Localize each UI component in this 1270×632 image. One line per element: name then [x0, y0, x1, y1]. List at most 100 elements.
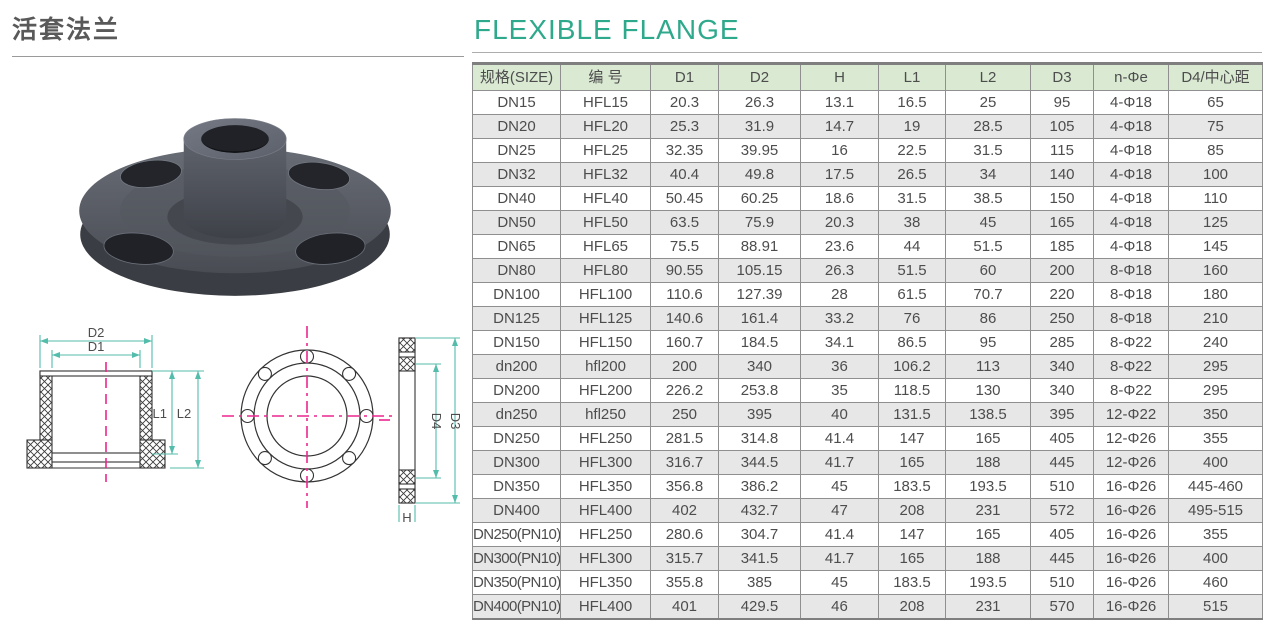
- value-cell: HFL350: [560, 570, 651, 595]
- table-header: 规格(SIZE) 编 号 D1 D2 H L1 L2 D3 n-Φe D4/中心距: [472, 63, 1263, 91]
- table-row: DN250 HFL250 281.5 314.8 41.4 147 165 405 12-Φ26…: [472, 426, 1263, 451]
- value-cell: HFL350: [560, 474, 651, 499]
- value-cell: 17.5: [800, 162, 879, 187]
- size-cell: DN50: [472, 210, 561, 235]
- value-cell: 340: [1030, 354, 1094, 379]
- value-cell: 405: [1030, 522, 1094, 547]
- value-cell: 4-Φ18: [1093, 162, 1169, 187]
- value-cell: 51.5: [945, 234, 1031, 259]
- size-cell: DN350: [472, 474, 561, 499]
- dim-label-d1: D1: [88, 339, 105, 354]
- value-cell: 41.7: [800, 546, 879, 571]
- value-cell: 16-Φ26: [1093, 498, 1169, 523]
- value-cell: HFL25: [560, 138, 651, 163]
- column-header: 编 号: [560, 63, 651, 91]
- value-cell: 165: [945, 522, 1031, 547]
- value-cell: 161.4: [718, 306, 801, 331]
- table-row: DN350 HFL350 356.8 386.2 45 183.5 193.5 510 16-Φ…: [472, 474, 1263, 499]
- table-row: DN200 HFL200 226.2 253.8 35 118.5 130 340 8-Φ22 2…: [472, 378, 1263, 403]
- value-cell: 253.8: [718, 378, 801, 403]
- value-cell: 28.5: [945, 114, 1031, 139]
- value-cell: 180: [1168, 282, 1263, 307]
- value-cell: HFL200: [560, 378, 651, 403]
- value-cell: 510: [1030, 570, 1094, 595]
- value-cell: 105.15: [718, 258, 801, 283]
- dim-label-h: H: [402, 510, 411, 525]
- value-cell: 105: [1030, 114, 1094, 139]
- value-cell: 8-Φ18: [1093, 306, 1169, 331]
- table-row: dn250 hfl250 250 395 40 131.5 138.5 395 12-Φ22 35…: [472, 402, 1263, 427]
- value-cell: 33.2: [800, 306, 879, 331]
- value-cell: 31.9: [718, 114, 801, 139]
- value-cell: hfl200: [560, 354, 651, 379]
- dim-label-l1: L1: [153, 406, 167, 421]
- value-cell: 280.6: [650, 522, 719, 547]
- dim-label-d2: D2: [88, 325, 105, 340]
- value-cell: 75.9: [718, 210, 801, 235]
- value-cell: 20.3: [800, 210, 879, 235]
- value-cell: 12-Φ26: [1093, 426, 1169, 451]
- value-cell: 28: [800, 282, 879, 307]
- value-cell: 386.2: [718, 474, 801, 499]
- value-cell: 118.5: [878, 378, 946, 403]
- technical-drawings: D2 D1 L1 L2: [12, 308, 482, 528]
- page-title-english: FLEXIBLE FLANGE: [474, 14, 740, 45]
- drawing-socket-section: D2 D1 L1 L2: [26, 325, 204, 482]
- value-cell: 400: [1168, 546, 1263, 571]
- value-cell: 125: [1168, 210, 1263, 235]
- value-cell: 16-Φ26: [1093, 594, 1169, 620]
- column-header: L2: [945, 63, 1031, 91]
- table-row: DN15 HFL15 20.3 26.3 13.1 16.5 25 95 4-Φ18 65: [472, 90, 1263, 115]
- value-cell: 63.5: [650, 210, 719, 235]
- value-cell: 150: [1030, 186, 1094, 211]
- size-cell: dn200: [472, 354, 561, 379]
- size-cell: DN300: [472, 450, 561, 475]
- size-cell: DN125: [472, 306, 561, 331]
- value-cell: 185: [1030, 234, 1094, 259]
- value-cell: 314.8: [718, 426, 801, 451]
- column-header: L1: [878, 63, 946, 91]
- value-cell: 95: [945, 330, 1031, 355]
- specification-table: 规格(SIZE) 编 号 D1 D2 H L1 L2 D3 n-Φe D4/中心距 DN15 HFL…: [472, 62, 1263, 620]
- value-cell: 25: [945, 90, 1031, 115]
- value-cell: 8-Φ22: [1093, 354, 1169, 379]
- size-cell: DN15: [472, 90, 561, 115]
- value-cell: 341.5: [718, 546, 801, 571]
- value-cell: 572: [1030, 498, 1094, 523]
- table-row: DN300 HFL300 316.7 344.5 41.7 165 188 445 12-Φ26…: [472, 450, 1263, 475]
- value-cell: HFL100: [560, 282, 651, 307]
- value-cell: 18.6: [800, 186, 879, 211]
- dim-label-d4: D4: [429, 413, 444, 430]
- value-cell: 402: [650, 498, 719, 523]
- value-cell: 22.5: [878, 138, 946, 163]
- table-row: DN100 HFL100 110.6 127.39 28 61.5 70.7 220 8-Φ18…: [472, 282, 1263, 307]
- value-cell: 45: [800, 570, 879, 595]
- value-cell: 88.91: [718, 234, 801, 259]
- value-cell: 16-Φ26: [1093, 570, 1169, 595]
- value-cell: 70.7: [945, 282, 1031, 307]
- value-cell: 250: [650, 402, 719, 427]
- size-cell: DN400: [472, 498, 561, 523]
- value-cell: 400: [1168, 450, 1263, 475]
- value-cell: HFL250: [560, 426, 651, 451]
- value-cell: 32.35: [650, 138, 719, 163]
- value-cell: 85: [1168, 138, 1263, 163]
- value-cell: 165: [878, 546, 946, 571]
- value-cell: 31.5: [878, 186, 946, 211]
- value-cell: 165: [878, 450, 946, 475]
- table-row: DN350(PN10) HFL350 355.8 385 45 183.5 193.5 510…: [472, 570, 1263, 595]
- drawing-flange-front-view: [222, 326, 392, 508]
- size-cell: DN80: [472, 258, 561, 283]
- value-cell: 250: [1030, 306, 1094, 331]
- value-cell: 210: [1168, 306, 1263, 331]
- value-cell: 20.3: [650, 90, 719, 115]
- value-cell: 183.5: [878, 474, 946, 499]
- page-title-chinese: 活套法兰: [12, 16, 121, 44]
- value-cell: 405: [1030, 426, 1094, 451]
- value-cell: 188: [945, 546, 1031, 571]
- value-cell: 13.1: [800, 90, 879, 115]
- value-cell: 147: [878, 522, 946, 547]
- value-cell: 14.7: [800, 114, 879, 139]
- value-cell: 8-Φ22: [1093, 378, 1169, 403]
- value-cell: 460: [1168, 570, 1263, 595]
